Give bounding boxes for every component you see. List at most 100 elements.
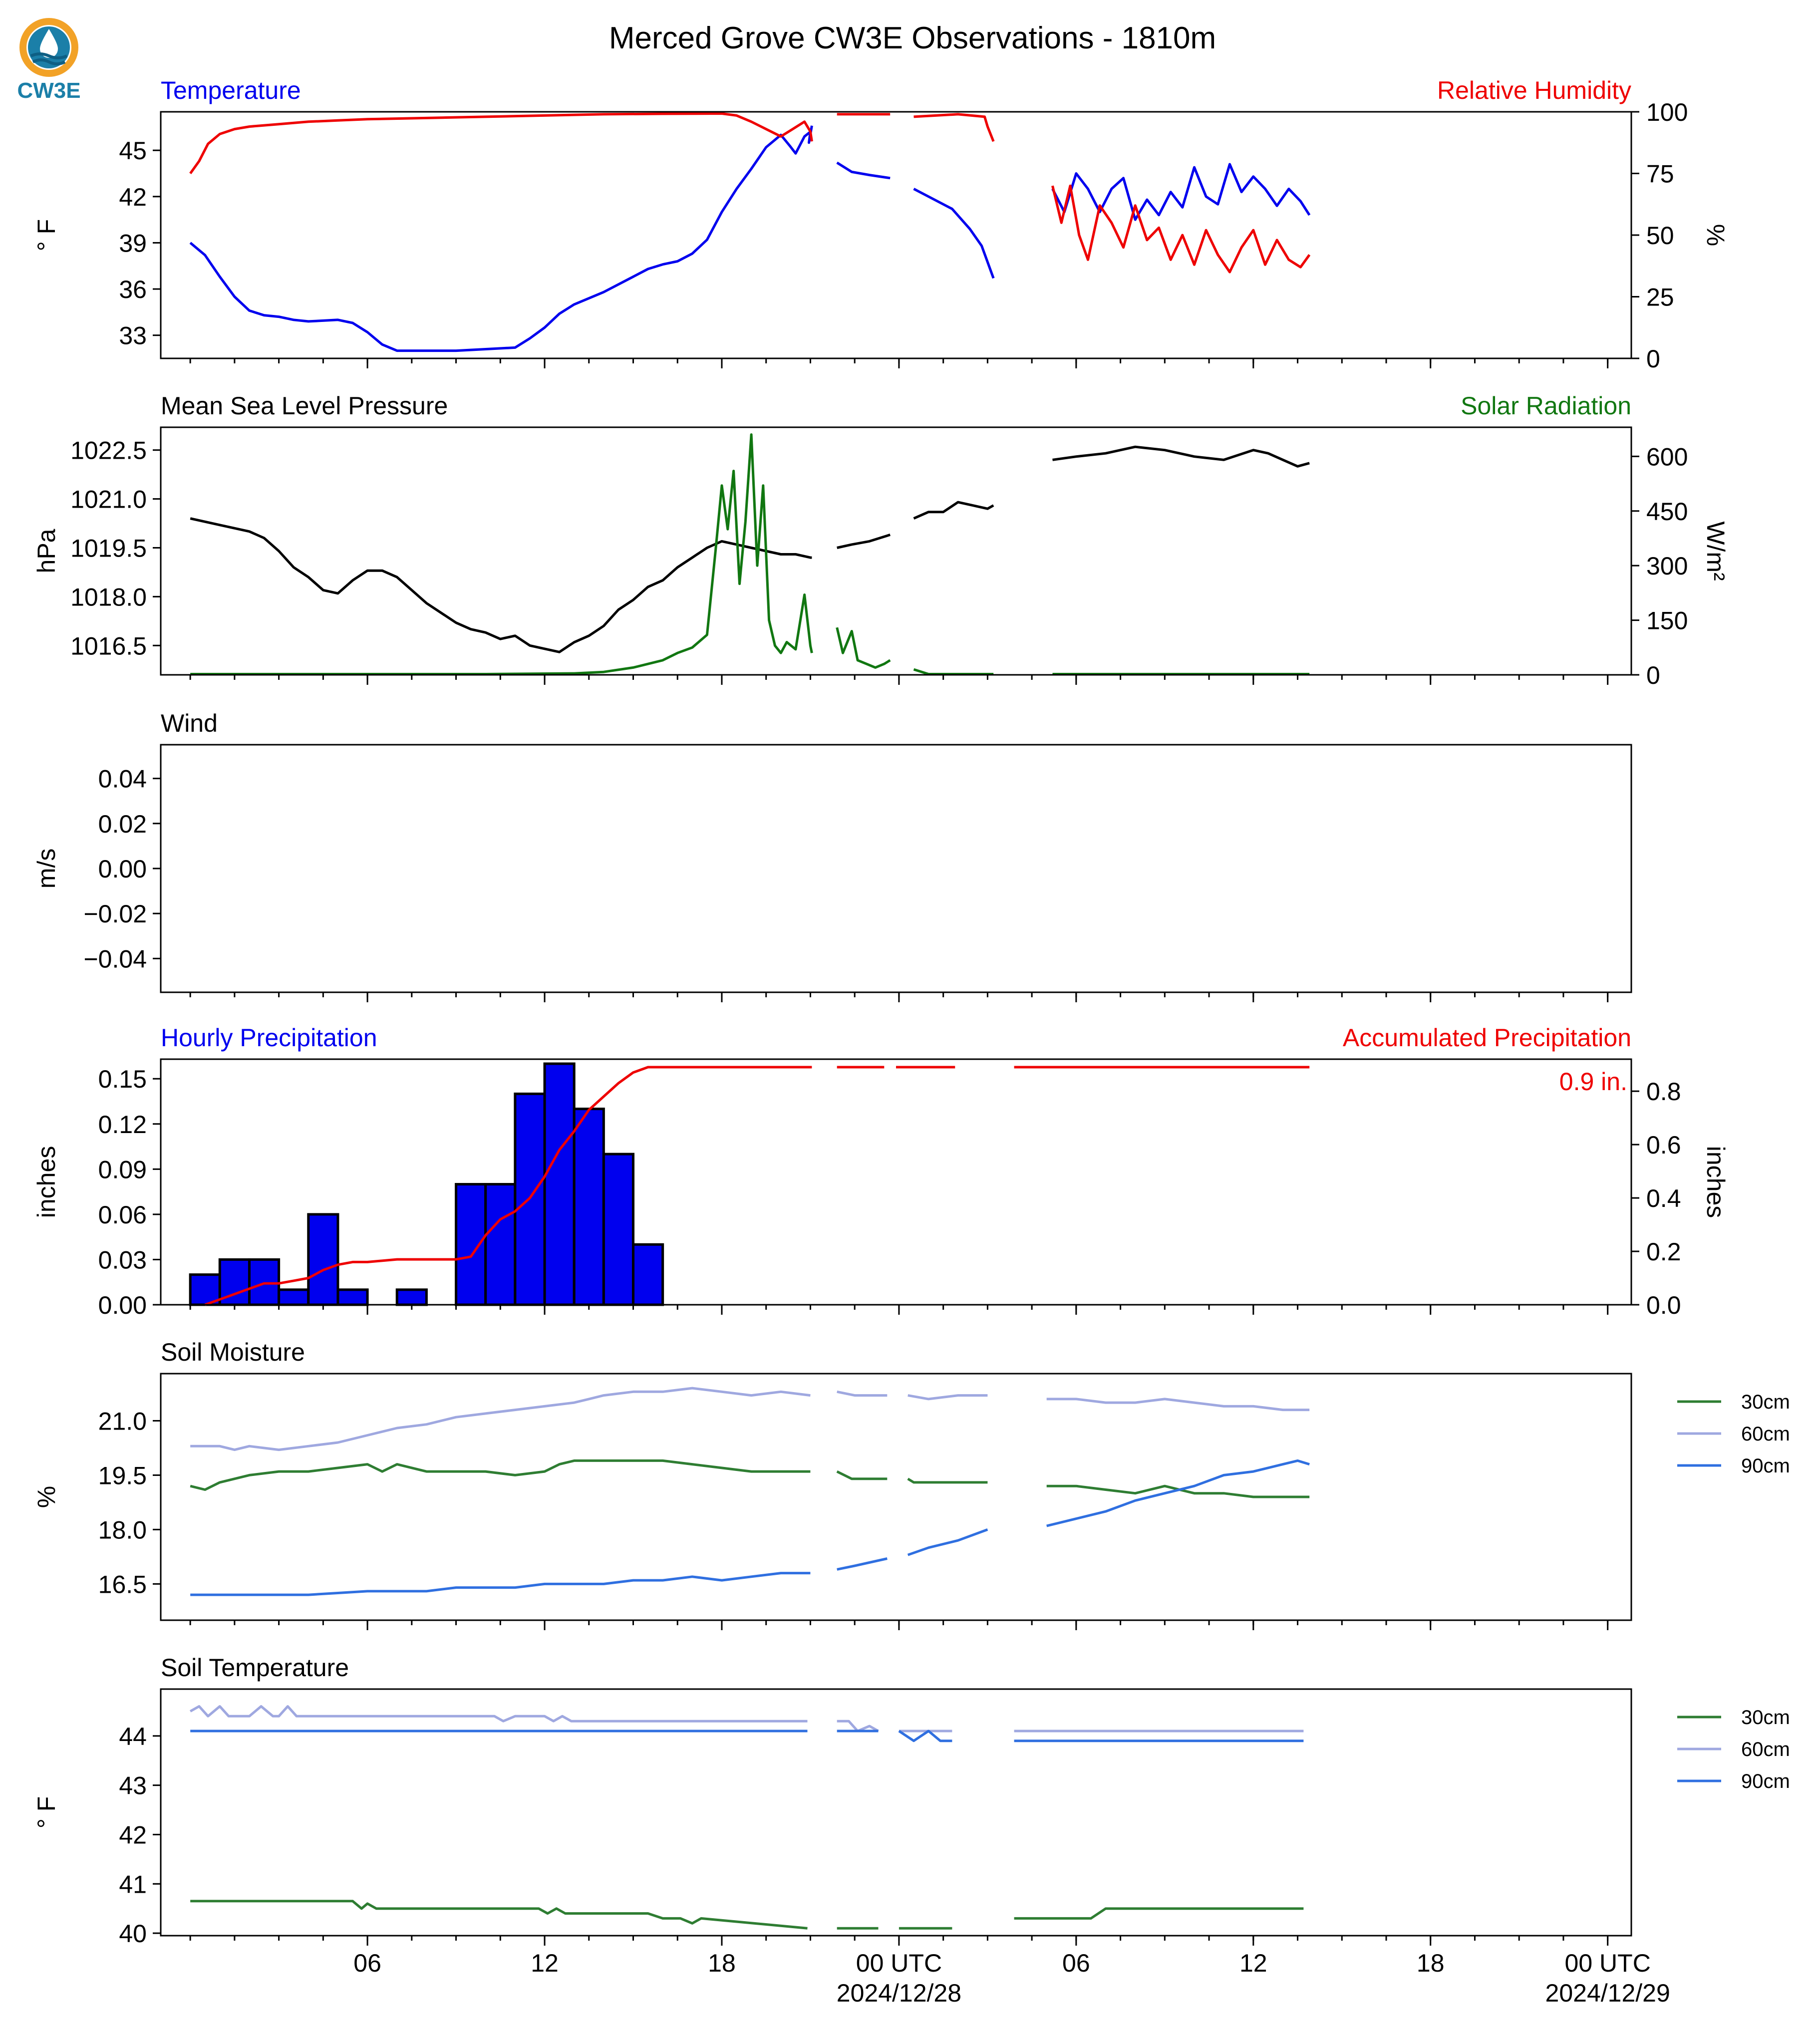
y-tick-label-right: 450 xyxy=(1646,498,1688,526)
x-tick-label: 00 UTC xyxy=(856,1949,942,1977)
panel-title-left: Soil Temperature xyxy=(161,1654,349,1682)
panel-title-right: Accumulated Precipitation xyxy=(1343,1024,1631,1052)
logo-ring-icon xyxy=(19,18,78,77)
precip-bar xyxy=(395,1288,428,1306)
y-tick-label: 0.00 xyxy=(98,1291,147,1319)
y-tick-label-right: 0.6 xyxy=(1646,1131,1681,1159)
x-tick-label: 18 xyxy=(1417,1949,1445,1977)
panel-title-left: Wind xyxy=(161,709,218,737)
y-tick-label-right: 50 xyxy=(1646,222,1674,250)
plot-frame xyxy=(160,1373,1632,1621)
y-tick-label: 1022.5 xyxy=(70,437,147,465)
cw3e-logo: CW3E xyxy=(17,18,81,103)
y-tick-label: 0.03 xyxy=(98,1246,147,1274)
panel-press: Mean Sea Level Pressure Solar Radiation 10… xyxy=(32,392,1730,689)
y-tick-label-right: 0.2 xyxy=(1646,1238,1681,1266)
y-axis-label: inches xyxy=(32,1146,60,1218)
series-line-solar-radiation xyxy=(836,627,891,669)
panel-soilm: Soil Moisture 16.5 18.0 19.5 21.0% 30cm 60cm 90… xyxy=(32,1338,1790,1630)
y-tick-label: 0.06 xyxy=(98,1201,147,1229)
y-tick-label: 0.15 xyxy=(98,1065,147,1093)
y-tick-label: −0.04 xyxy=(83,945,147,973)
y-tick-label: 18.0 xyxy=(98,1516,147,1544)
series-line-30cm xyxy=(190,1459,811,1491)
y-tick-label: 19.5 xyxy=(98,1461,147,1489)
y-axis-label: % xyxy=(32,1486,60,1508)
legend-label: 60cm xyxy=(1741,1738,1790,1760)
plot-frame xyxy=(160,426,1632,676)
panel-title-right: Solar Radiation xyxy=(1461,392,1631,420)
legend: 30cm 60cm 90cm xyxy=(1677,1391,1790,1477)
series-line-solar-radiation xyxy=(190,433,813,675)
x-tick-label: 18 xyxy=(708,1949,736,1977)
legend-label: 90cm xyxy=(1741,1455,1790,1477)
y-axis-label-right: inches xyxy=(1702,1146,1730,1218)
y-tick-label: 33 xyxy=(119,322,147,350)
series-line-30cm xyxy=(907,1477,988,1484)
precip-bar xyxy=(484,1183,517,1306)
legend-label: 30cm xyxy=(1741,1707,1790,1729)
precip-bar xyxy=(307,1213,339,1306)
y-tick-label: 1021.0 xyxy=(70,486,147,514)
y-axis-label: ° F xyxy=(32,1796,60,1828)
x-tick-date-label: 2024/12/28 xyxy=(837,1979,961,2007)
y-axis-label: m/s xyxy=(32,849,60,889)
series-line-60cm xyxy=(189,1705,808,1723)
accumulated-total-label: 0.9 in. xyxy=(1559,1068,1627,1096)
y-tick-label: 40 xyxy=(119,1920,147,1948)
logo-text: CW3E xyxy=(17,78,80,103)
x-tick-date-label: 2024/12/29 xyxy=(1545,1979,1670,2007)
y-tick-label-right: 0 xyxy=(1646,661,1660,689)
y-tick-label: 42 xyxy=(119,1821,147,1849)
logo-waves-icon xyxy=(30,52,68,65)
legend-label: 60cm xyxy=(1741,1423,1790,1445)
y-axis-label-right: W/m² xyxy=(1702,521,1730,580)
series-line-90cm xyxy=(907,1528,988,1556)
y-axis-label-right: % xyxy=(1702,224,1730,246)
y-tick-label-right: 150 xyxy=(1646,607,1688,635)
y-tick-label: 0.00 xyxy=(98,855,147,883)
y-tick-label: 0.09 xyxy=(98,1156,147,1183)
precip-bar xyxy=(278,1288,310,1306)
panel-title-left: Mean Sea Level Pressure xyxy=(161,392,448,420)
series-line-30cm xyxy=(190,1900,808,1930)
y-tick-label: 0.02 xyxy=(98,810,147,838)
series-line-60cm xyxy=(908,1394,988,1401)
figure-title: Merced Grove CW3E Observations - 1810m xyxy=(609,21,1216,55)
plot-frame xyxy=(160,1058,1632,1306)
y-tick-label-right: 0.8 xyxy=(1646,1078,1681,1106)
series-line-30cm xyxy=(1014,1907,1304,1920)
series-line-60cm xyxy=(1046,1398,1310,1412)
panel-wind: Wind −0.04 −0.02 0.00 0.02 0.04 m/s xyxy=(32,709,1632,1002)
panel-title-left: Hourly Precipitation xyxy=(161,1024,377,1052)
panel-precip: Hourly Precipitation Accumulated Precipit… xyxy=(32,1024,1730,1319)
y-tick-label: 36 xyxy=(119,276,147,303)
y-tick-label: 42 xyxy=(119,183,147,211)
y-tick-label: 39 xyxy=(119,229,147,257)
precip-bar xyxy=(336,1288,369,1306)
x-tick-label: 12 xyxy=(1239,1949,1267,1977)
series-line-mean-sea-level-pressure xyxy=(837,534,891,549)
y-tick-label: 45 xyxy=(119,137,147,165)
y-tick-label: 41 xyxy=(119,1870,147,1898)
series-line-temperature xyxy=(1051,163,1311,221)
y-tick-label-right: 600 xyxy=(1646,443,1688,471)
y-tick-label: 0.12 xyxy=(98,1111,147,1139)
y-tick-label-right: 0.0 xyxy=(1646,1291,1681,1319)
y-tick-label-right: 25 xyxy=(1646,284,1674,311)
precip-bar xyxy=(543,1062,576,1306)
series-line-mean-sea-level-pressure xyxy=(1052,445,1310,468)
legend: 30cm 60cm 90cm xyxy=(1677,1707,1790,1792)
y-axis-label: hPa xyxy=(32,529,60,573)
precip-bar xyxy=(573,1108,605,1306)
series-line-temperature xyxy=(189,125,813,352)
series-line-accumulated-precipitation xyxy=(204,1066,812,1306)
series-line-90cm xyxy=(898,1730,952,1742)
y-axis-label: ° F xyxy=(32,219,60,251)
y-tick-label: 0.04 xyxy=(98,765,147,793)
series-line-relative-humidity xyxy=(1051,184,1311,274)
y-tick-label: 43 xyxy=(119,1772,147,1800)
x-tick-label: 06 xyxy=(353,1949,381,1977)
